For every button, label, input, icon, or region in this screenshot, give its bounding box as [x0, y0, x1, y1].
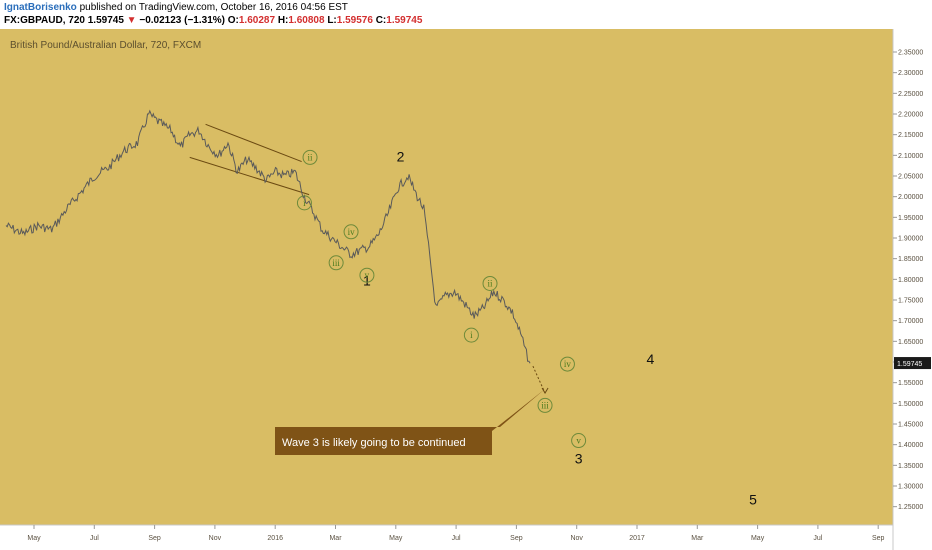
wave-number-label: 4 — [647, 351, 655, 367]
annotation-box — [275, 389, 545, 455]
wave-roman-text: i — [303, 198, 306, 208]
x-tick-label: May — [751, 535, 765, 542]
wave-roman-text: ii — [488, 278, 494, 288]
time-axis[interactable] — [0, 525, 893, 550]
wave-circle-label: i — [463, 327, 479, 343]
low-value: 1.59576 — [336, 15, 373, 26]
wave-roman-text: i — [470, 330, 473, 340]
high-label: H: — [277, 15, 289, 26]
y-tick-label: 2.15000 — [898, 132, 923, 139]
x-tick-label: Nov — [570, 535, 583, 542]
wave-number-label: 5 — [749, 492, 757, 508]
y-tick-label: 2.30000 — [898, 70, 923, 77]
x-tick-label: Sep — [148, 535, 161, 542]
wave-roman-text: v — [576, 436, 581, 446]
y-tick-label: 1.35000 — [898, 463, 923, 470]
wave-circle-label: v — [571, 433, 587, 449]
y-tick-label: 1.85000 — [898, 256, 923, 263]
high-value: 1.60808 — [288, 15, 325, 26]
y-tick-label: 2.00000 — [898, 194, 923, 201]
y-tick-label: 2.25000 — [898, 91, 923, 98]
wave-circle-label: ii — [302, 149, 318, 165]
x-tick-label: Nov — [209, 535, 222, 542]
x-tick-label: Mar — [329, 535, 342, 542]
y-tick-label: 2.05000 — [898, 174, 923, 181]
wave-number-label: 2 — [397, 149, 405, 165]
y-tick-label: 1.95000 — [898, 215, 923, 222]
trendline[interactable] — [189, 156, 310, 196]
open-label: O: — [227, 15, 239, 26]
y-tick-label: 1.40000 — [898, 442, 923, 449]
wave-circle-label: ii — [482, 275, 498, 291]
price-series-line — [5, 109, 531, 364]
y-tick-label: 2.20000 — [898, 112, 923, 119]
published-text: published on TradingView.com, October 16… — [76, 2, 348, 13]
wave-circle-label: iii — [328, 255, 344, 271]
last-price-badge-label: 1.59745 — [897, 361, 922, 368]
y-tick-label: 1.70000 — [898, 318, 923, 325]
x-tick-label: May — [389, 535, 403, 542]
wave-roman-text: v — [365, 270, 370, 280]
price-chart[interactable]: British Pound/Australian Dollar, 720, FX… — [0, 29, 932, 550]
low-label: L: — [327, 15, 337, 26]
wave-circle-label: iv — [343, 224, 359, 240]
chart-title: British Pound/Australian Dollar, 720, FX… — [10, 40, 201, 51]
x-tick-label: Sep — [510, 535, 523, 542]
wave-number-label: 1 — [363, 273, 371, 289]
y-tick-label: 2.35000 — [898, 50, 923, 57]
y-tick-label: 1.65000 — [898, 339, 923, 346]
close-label: C: — [375, 15, 387, 26]
y-tick-label: 1.90000 — [898, 236, 923, 243]
y-tick-label: 1.45000 — [898, 422, 923, 429]
x-tick-label: Mar — [691, 535, 704, 542]
wave-roman-text: iii — [332, 258, 340, 268]
y-tick-label: 1.50000 — [898, 401, 923, 408]
y-tick-label: 2.10000 — [898, 153, 923, 160]
last-price-badge — [894, 357, 931, 370]
last-price: 1.59745 — [87, 15, 124, 26]
x-tick-label: Sep — [872, 535, 885, 542]
projection-line — [532, 365, 546, 394]
x-tick-label: 2017 — [629, 535, 645, 542]
change-down-icon: ▼ — [126, 15, 137, 26]
y-tick-label: 1.80000 — [898, 277, 923, 284]
wave-circle-label: i — [296, 195, 312, 211]
x-tick-label: Jul — [452, 535, 461, 542]
wave-circle-label: v — [359, 267, 375, 283]
y-tick-label: 1.25000 — [898, 504, 923, 511]
x-tick-label: 2016 — [267, 535, 283, 542]
open-value: 1.60287 — [238, 15, 276, 26]
wave-number-label: 3 — [575, 450, 583, 466]
author-link[interactable]: IgnatBorisenko — [4, 2, 77, 13]
x-tick-label: Jul — [90, 535, 99, 542]
x-tick-label: May — [27, 535, 41, 542]
annotation-callout[interactable]: Wave 3 is likely going to be continued — [275, 389, 545, 455]
x-tick-label: Jul — [813, 535, 822, 542]
wave-roman-text: ii — [308, 152, 314, 162]
wave-circle-label: iii — [537, 397, 553, 413]
wave-roman-text: iv — [348, 227, 356, 237]
y-tick-label: 1.30000 — [898, 484, 923, 491]
trendline[interactable] — [205, 123, 302, 162]
wave-roman-text: iii — [541, 400, 549, 410]
y-tick-label: 1.75000 — [898, 298, 923, 305]
chart-header: IgnatBorisenko published on TradingView.… — [0, 0, 932, 29]
arrow-down-icon — [541, 387, 549, 394]
symbol-label: FX:GBPAUD, 720 — [4, 15, 85, 26]
symbol-info: FX:GBPAUD, 720 1.59745 ▼ −0.02123 (−1.31… — [4, 15, 422, 27]
annotation-text: Wave 3 is likely going to be continued — [282, 437, 466, 449]
wave-roman-text: iv — [564, 359, 572, 369]
wave-circle-label: iv — [559, 356, 575, 372]
close-value: 1.59745 — [386, 15, 423, 26]
y-tick-label: 1.55000 — [898, 380, 923, 387]
chart-container[interactable]: British Pound/Australian Dollar, 720, FX… — [0, 29, 932, 550]
price-change: −0.02123 (−1.31%) — [139, 15, 225, 26]
publish-info: IgnatBorisenko published on TradingView.… — [4, 2, 348, 14]
price-axis[interactable] — [893, 29, 932, 550]
